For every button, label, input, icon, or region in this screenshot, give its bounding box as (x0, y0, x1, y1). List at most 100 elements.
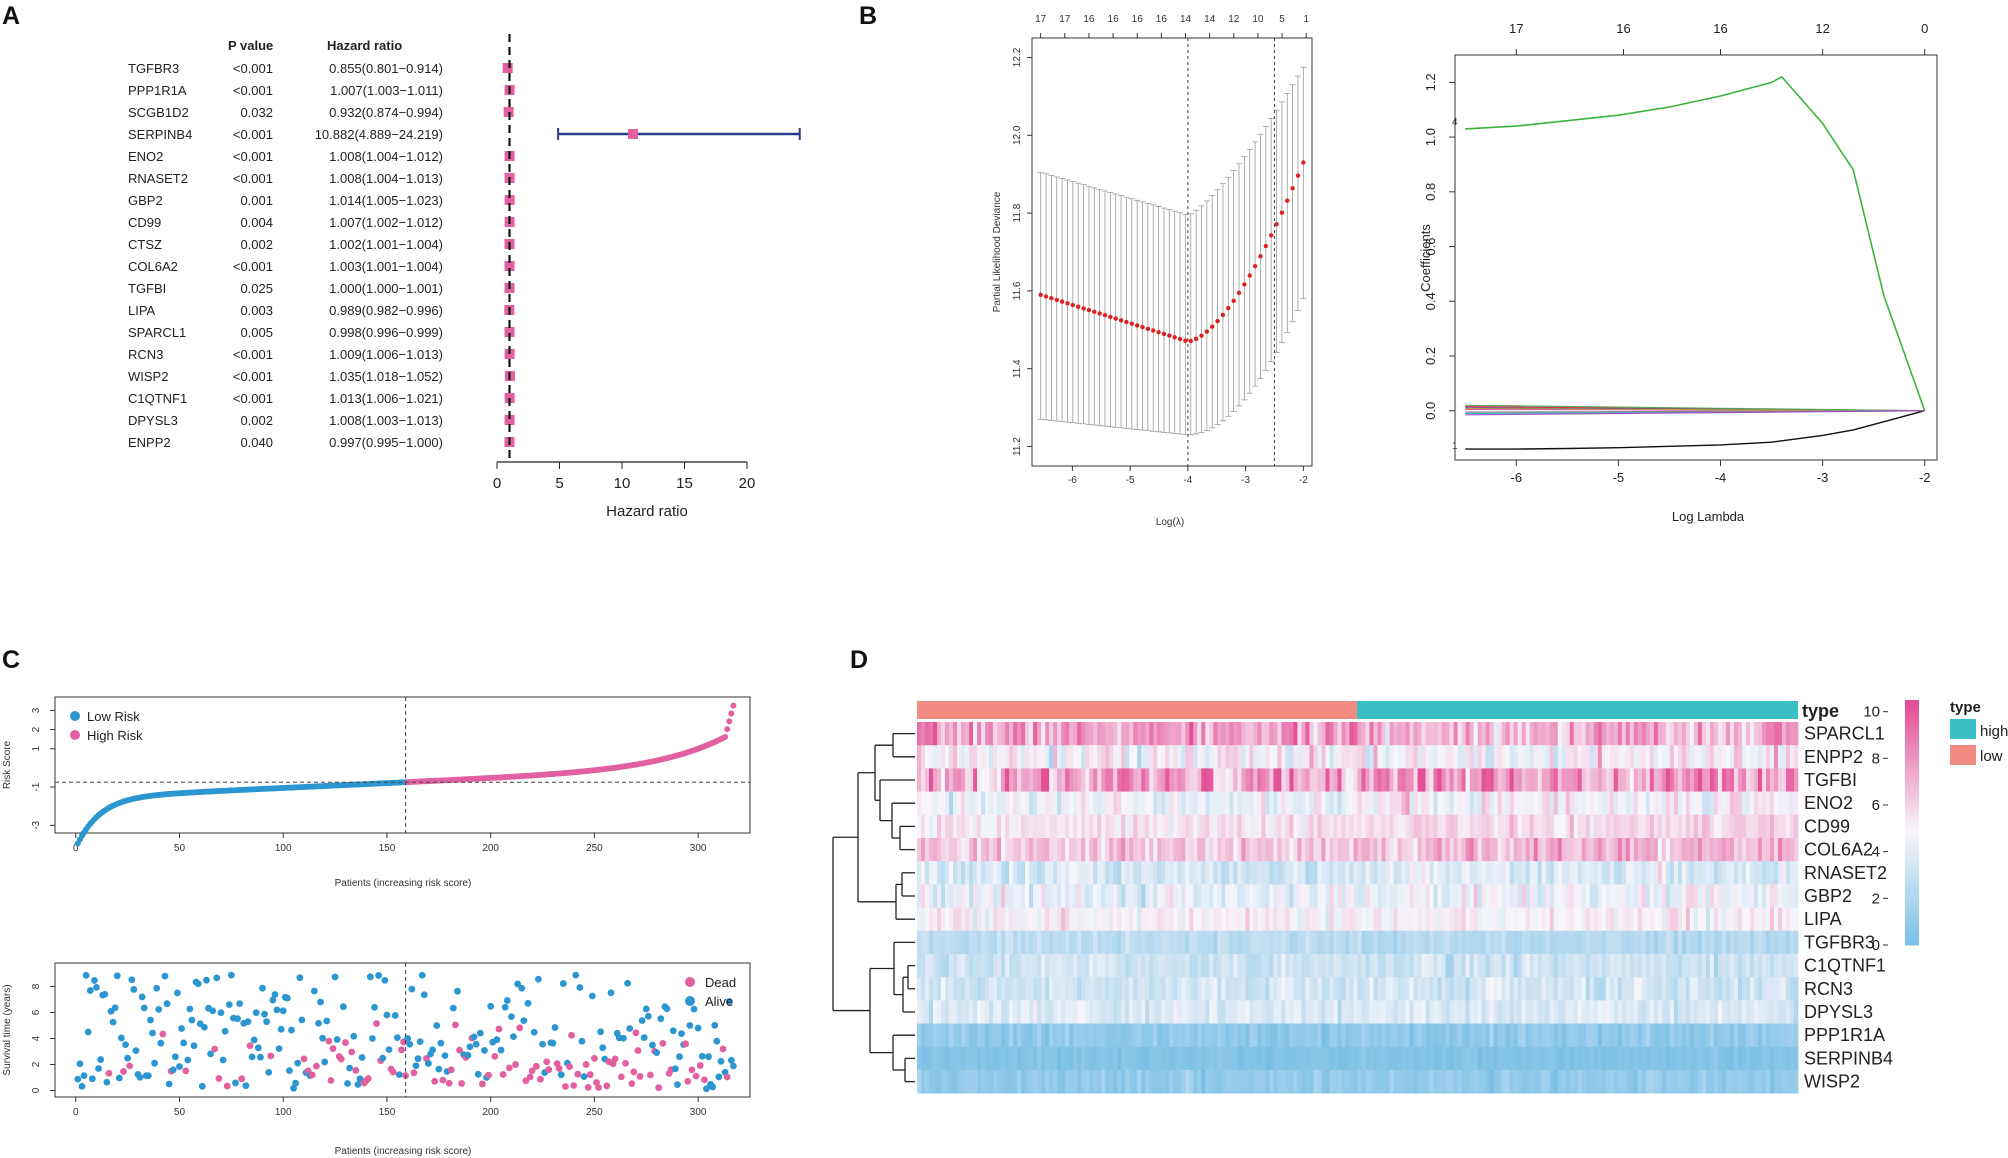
heatmap-cell (1565, 1023, 1571, 1048)
heatmap-cell (1081, 977, 1086, 1001)
heatmap-cell (1277, 838, 1282, 862)
heatmap-cell (1509, 907, 1515, 932)
heatmap-cell (1029, 907, 1034, 932)
heatmap-cell (1645, 1070, 1651, 1094)
heatmap-cell (1697, 930, 1703, 955)
forest-gene-label: WISP2 (128, 369, 168, 384)
heatmap-cell (1177, 1023, 1182, 1048)
heatmap-cell (1589, 861, 1595, 885)
heatmap-cell (985, 930, 990, 955)
heatmap-cell (1169, 745, 1174, 769)
surv-point-alive (713, 1037, 721, 1045)
heatmap-cell (1105, 814, 1110, 839)
heatmap-cell (1181, 861, 1186, 885)
surv-point-alive (393, 1034, 401, 1042)
heatmap-cell (1709, 977, 1715, 1001)
heatmap-cell (1409, 722, 1414, 746)
heatmap-cell (1257, 745, 1262, 769)
heatmap-cell (1209, 907, 1214, 932)
heatmap-cell (1625, 1023, 1631, 1048)
heatmap-cell (1241, 977, 1246, 1001)
heatmap-cell (1169, 954, 1174, 978)
heatmap-cell (1177, 838, 1182, 862)
surv-point-alive (395, 1071, 403, 1079)
heatmap-cell (1637, 768, 1643, 792)
heatmap-cell (1177, 954, 1182, 978)
heatmap-cell (1461, 977, 1466, 1001)
heatmap-cell (1569, 884, 1575, 908)
cv-plot: -6 -5 -4 -3 -211.211.411.611.812.012.217 17 16… (992, 14, 1313, 528)
heatmap-cell (1517, 1070, 1523, 1094)
heatmap-cell (1785, 838, 1791, 862)
forest-tick-label: 10 (614, 475, 631, 492)
heatmap-cell (1521, 814, 1527, 839)
heatmap-cell (1241, 745, 1246, 769)
heatmap-cell (1769, 1046, 1775, 1071)
heatmap-cell (1185, 907, 1190, 932)
forest-pvalue: <0.001 (233, 369, 273, 384)
heatmap-cell (1565, 722, 1571, 746)
heatmap-cell (1585, 1023, 1591, 1048)
heatmap-cell (1533, 1070, 1539, 1094)
heatmap-cell (981, 1000, 986, 1024)
heatmap-cell (1305, 768, 1310, 792)
heatmap-cell (1009, 884, 1014, 908)
heatmap-cell (1417, 954, 1422, 978)
heatmap-cell (1341, 1000, 1346, 1024)
heatmap-cell (1077, 1046, 1082, 1071)
heatmap-cell (985, 1046, 990, 1071)
heatmap-cell (1193, 954, 1198, 978)
heatmap-cell (1009, 838, 1014, 862)
heatmap-cell (1237, 907, 1242, 932)
cv-deviance-point (1220, 312, 1226, 318)
heatmap-cell (1037, 977, 1042, 1001)
heatmap-cell (1233, 930, 1238, 955)
heatmap-cell (1121, 768, 1126, 792)
heatmap-cell (1693, 768, 1699, 792)
heatmap-cell (1401, 1000, 1406, 1024)
heatmap-cell (1521, 1023, 1527, 1048)
heatmap-cell (1677, 768, 1683, 792)
heatmap-cell (1077, 838, 1082, 862)
surv-point-dead (719, 1045, 727, 1053)
heatmap-cell (1269, 1070, 1274, 1094)
heatmap-cell (1069, 768, 1074, 792)
heatmap-cell (1745, 745, 1751, 769)
heatmap-cell (1437, 1000, 1442, 1024)
heatmap-cell (1117, 977, 1122, 1001)
heatmap-cell (1601, 1046, 1607, 1071)
heatmap-cell (1185, 745, 1190, 769)
heatmap-cell (1589, 838, 1595, 862)
heatmap-cell (1461, 907, 1466, 932)
heatmap-cell (1277, 884, 1282, 908)
heatmap-cell (1293, 954, 1298, 978)
heatmap-cell (1413, 1000, 1418, 1024)
heatmap-cell (1637, 838, 1643, 862)
heatmap-cell (1401, 838, 1406, 862)
heatmap-cell (921, 1046, 926, 1071)
heatmap-cell (1029, 884, 1034, 908)
heatmap-cell (1621, 722, 1627, 746)
heatmap-cell (1577, 861, 1583, 885)
heatmap-cell (1261, 884, 1266, 908)
heatmap-cell (1625, 814, 1631, 839)
heatmap-cell (1549, 907, 1555, 932)
heatmap-cell (997, 907, 1002, 932)
heatmap-cell (1417, 1023, 1422, 1048)
surv-point-alive (572, 971, 580, 979)
heatmap-cell (1621, 1046, 1627, 1071)
heatmap-cell (1057, 1070, 1062, 1094)
heatmap-cell (1261, 791, 1266, 816)
heatmap-cell (1745, 977, 1751, 1001)
heatmap-cell (1781, 722, 1787, 746)
heatmap-cell (1233, 884, 1238, 908)
heatmap-cell (1273, 814, 1278, 839)
heatmap-cell (1065, 977, 1070, 1001)
heatmap-cell (1109, 1023, 1114, 1048)
forest-gene-label: LIPA (128, 303, 156, 318)
heatmap-cell (1381, 954, 1386, 978)
heatmap-cell (985, 1070, 990, 1094)
heatmap-cell (1073, 791, 1078, 816)
heatmap-cell (1609, 745, 1615, 769)
heatmap-cell (1525, 838, 1531, 862)
